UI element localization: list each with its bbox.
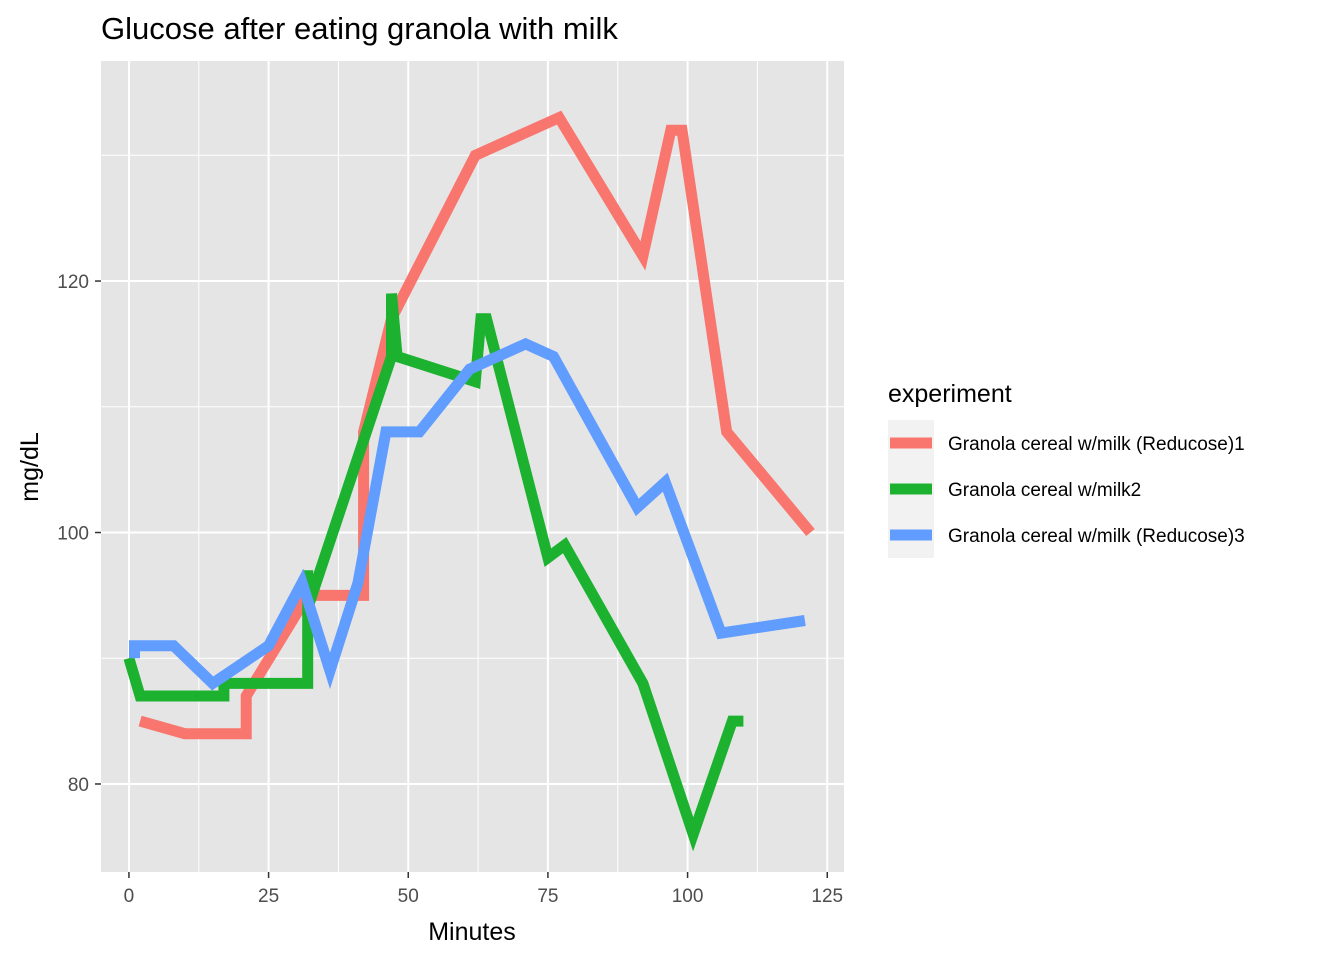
- plot-panel: [101, 61, 844, 872]
- series-line-3: [129, 337, 806, 691]
- chart-title: Glucose after eating granola with milk: [101, 11, 618, 46]
- x-tick-label: 25: [258, 886, 279, 907]
- series-line-2: [123, 293, 744, 852]
- x-tick-label: 50: [398, 886, 419, 907]
- x-axis-label: Minutes: [428, 918, 516, 946]
- series-lines: [123, 110, 815, 852]
- legend: experiment Granola cereal w/milk (Reduco…: [888, 380, 1245, 558]
- y-axis-label: mg/dL: [16, 432, 44, 502]
- x-tick-label: 100: [672, 886, 704, 907]
- x-tick-label: 0: [124, 886, 135, 907]
- y-tick-label: 120: [57, 272, 89, 293]
- y-tick-label: 80: [68, 775, 89, 796]
- y-tick-label: 100: [57, 524, 89, 545]
- x-tick-label: 125: [811, 886, 843, 907]
- x-axis: 0 25 50 75 100 125: [124, 872, 843, 907]
- y-axis: 80 100 120: [57, 272, 101, 796]
- legend-label-2: Granola cereal w/milk2: [948, 480, 1141, 501]
- x-tick-label: 75: [537, 886, 558, 907]
- legend-label-3: Granola cereal w/milk (Reducose)3: [948, 526, 1245, 547]
- major-gridlines: [101, 61, 844, 872]
- legend-label-1: Granola cereal w/milk (Reducose)1: [948, 434, 1245, 455]
- legend-title: experiment: [888, 380, 1012, 408]
